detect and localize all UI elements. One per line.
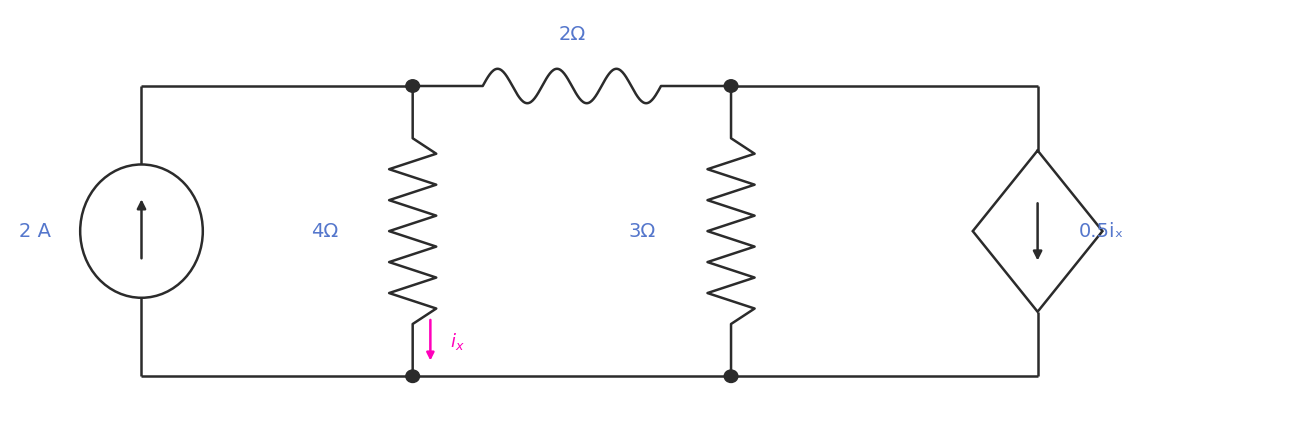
Text: 4Ω: 4Ω [310,221,339,241]
Text: 2 A: 2 A [19,221,52,241]
Text: 0.5iₓ: 0.5iₓ [1079,221,1124,241]
Text: 2Ω: 2Ω [558,25,585,44]
Text: $i_x$: $i_x$ [450,332,466,352]
Text: 3Ω: 3Ω [629,221,656,241]
Circle shape [724,370,738,383]
Circle shape [724,80,738,92]
Circle shape [406,370,419,383]
Circle shape [406,80,419,92]
